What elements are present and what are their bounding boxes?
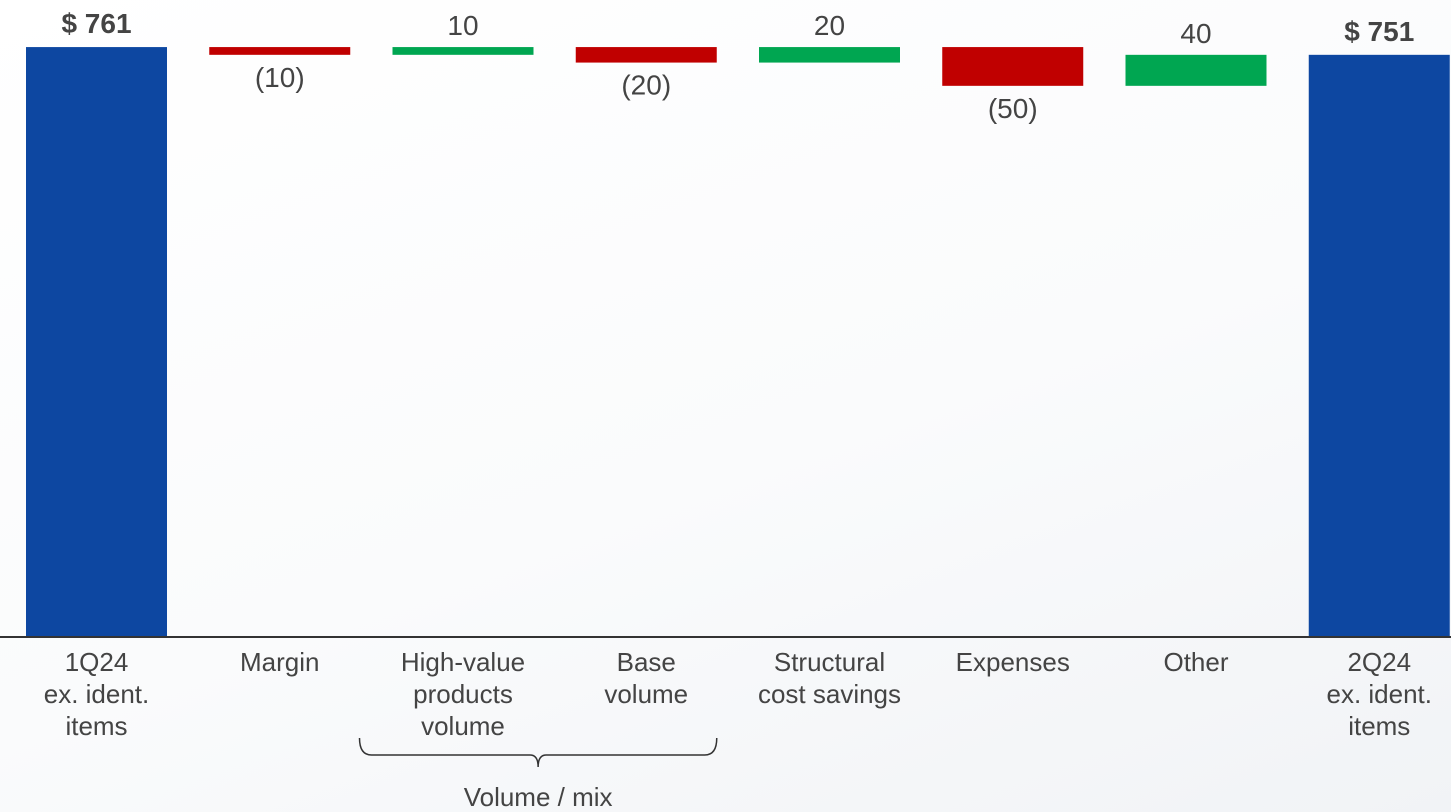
value-label-6: 40 <box>1180 18 1211 49</box>
value-label-7: $ 751 <box>1344 16 1414 47</box>
category-label-5-0: Expenses <box>956 647 1070 677</box>
bar-5 <box>942 47 1084 86</box>
value-label-0: $ 761 <box>61 8 131 39</box>
category-label-2-1: products <box>413 679 513 709</box>
category-label-0-1: ex. ident. <box>44 679 150 709</box>
category-label-2-2: volume <box>421 711 505 741</box>
category-label-7-1: ex. ident. <box>1326 679 1432 709</box>
bar-4 <box>759 47 900 63</box>
value-labels-layer: $ 761 (10) 10 (20) 20 (50) 40 $ 751 <box>61 8 1414 124</box>
category-label-6-0: Other <box>1163 647 1228 677</box>
value-label-5: (50) <box>988 93 1038 124</box>
value-label-2: 10 <box>447 10 478 41</box>
category-label-3-1: volume <box>604 679 688 709</box>
group-bracket: Volume / mix <box>358 737 718 812</box>
category-label-7-2: items <box>1348 711 1410 741</box>
bar-1 <box>209 47 351 55</box>
bar-2 <box>392 47 534 55</box>
value-label-4: 20 <box>814 10 845 41</box>
category-label-1-0: Margin <box>240 647 319 677</box>
group-label: Volume / mix <box>464 782 613 812</box>
category-label-2-0: High-value <box>401 647 525 677</box>
bar-6 <box>1125 54 1267 86</box>
bar-7 <box>1308 54 1450 637</box>
bars-layer <box>26 47 1450 637</box>
bar-0 <box>26 47 167 637</box>
bar-3 <box>575 47 717 63</box>
category-label-4-0: Structural <box>774 647 885 677</box>
category-label-3-0: Base <box>617 647 676 677</box>
category-label-0-2: items <box>65 711 127 741</box>
group-brace-icon <box>358 737 718 768</box>
value-label-3: (20) <box>621 70 671 101</box>
value-label-1: (10) <box>255 62 305 93</box>
category-label-7-0: 2Q24 <box>1347 647 1411 677</box>
category-label-0-0: 1Q24 <box>65 647 129 677</box>
category-label-4-1: cost savings <box>758 679 901 709</box>
